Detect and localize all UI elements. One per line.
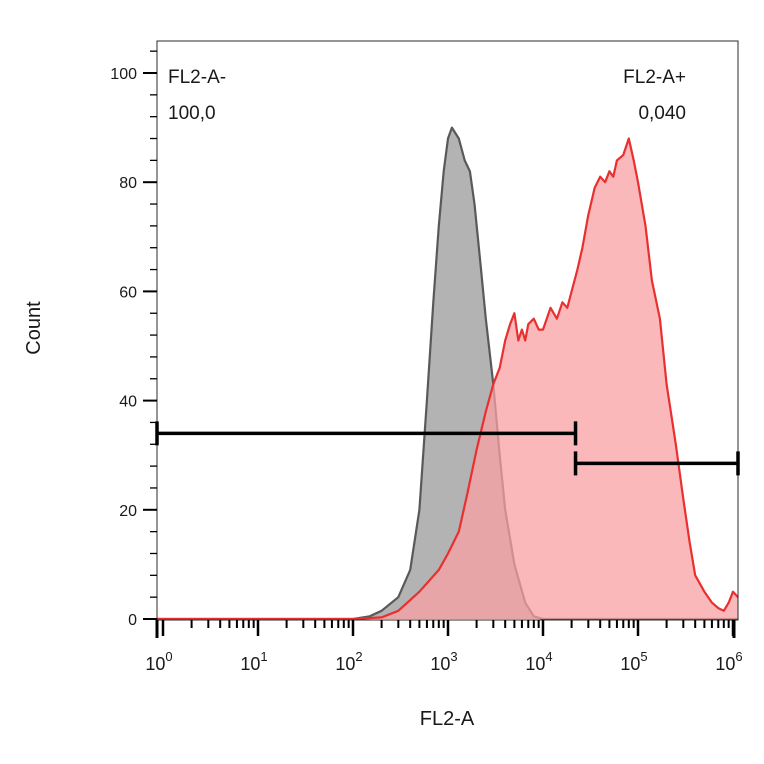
y-tick-label-20: 20 [119, 503, 137, 520]
x-tick-label-1: 101 [240, 649, 267, 674]
x-tick-label-5: 105 [620, 649, 647, 674]
gate-neg-value: 100,0 [168, 103, 216, 124]
series-1-area [157, 138, 738, 619]
x-tick-label-2: 102 [335, 649, 362, 674]
gate-neg-name: FL2-A- [168, 67, 226, 88]
y-tick-label-0: 0 [128, 612, 137, 629]
y-tick-label-60: 60 [119, 284, 137, 301]
y-tick-label-80: 80 [119, 175, 137, 192]
x-axis-label: FL2-A [420, 708, 475, 730]
gate-pos-value: 0,040 [638, 103, 686, 124]
y-axis-label: Count [23, 301, 45, 355]
x-tick-label-6: 106 [715, 649, 742, 674]
series-0-area [157, 127, 738, 619]
x-tick-label-3: 103 [430, 649, 457, 674]
y-tick-label-40: 40 [119, 394, 137, 411]
gate-pos-name: FL2-A+ [623, 67, 686, 88]
series-1-line [157, 137, 739, 621]
x-tick-label-0: 100 [145, 649, 172, 674]
x-tick-label-4: 104 [525, 649, 552, 674]
y-tick-label-100: 100 [110, 66, 137, 83]
